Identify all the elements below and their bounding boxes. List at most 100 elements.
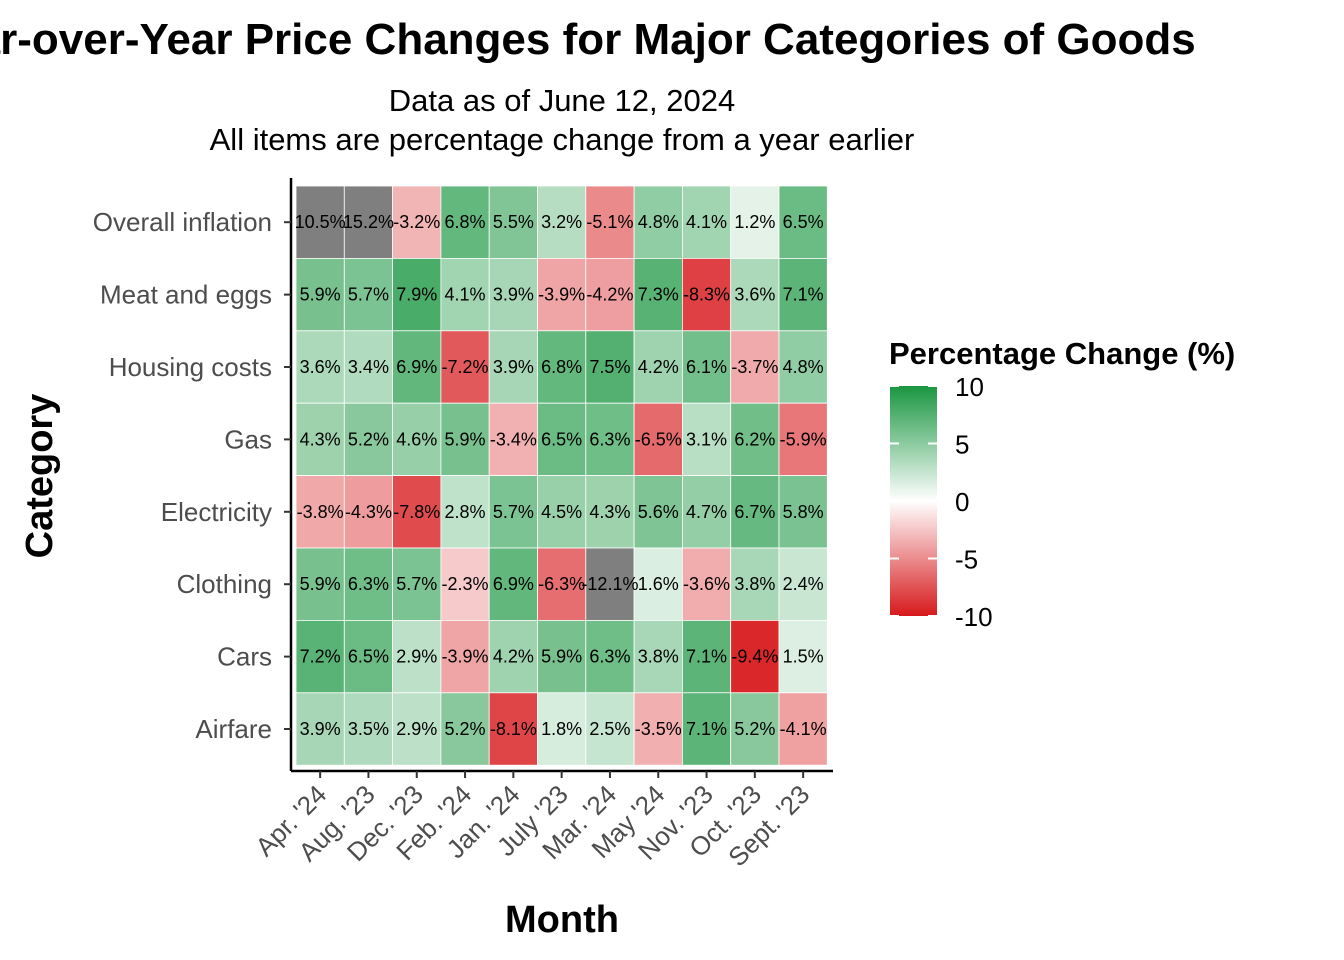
heatmap-cell (488, 475, 538, 549)
cell-value-label: 4.5% (541, 502, 582, 522)
heatmap-cell (488, 185, 538, 259)
cell-value-label: -5.9% (780, 429, 827, 449)
cell-value-label: 5.7% (493, 502, 534, 522)
cell-value-label: 3.8% (734, 574, 775, 594)
cell-value-label: 6.8% (445, 212, 486, 232)
cell-value-label: -3.5% (635, 719, 682, 739)
heatmap-cell (392, 185, 442, 259)
heatmap-cell (778, 402, 828, 477)
cell-value-label: -5.1% (586, 212, 633, 232)
cell-value-label: 5.7% (348, 285, 389, 305)
y-tick-labels: Overall inflation Meat and eggs Housing co… (93, 207, 291, 744)
heatmap-cell (295, 547, 345, 621)
heatmap-cell (537, 475, 587, 549)
heatmap-cell (778, 185, 828, 259)
heatmap-cell (488, 402, 538, 477)
cell-value-label: 7.1% (686, 647, 727, 667)
cell-value-label: 6.5% (541, 429, 582, 449)
cell-value-label: 6.7% (734, 502, 775, 522)
cell-value-label: -8.1% (490, 719, 537, 739)
heatmap-cell (488, 330, 538, 404)
cell-value-label: -6.5% (635, 429, 682, 449)
cell-value-label: 6.9% (493, 574, 534, 594)
heatmap-cell (537, 402, 587, 477)
cell-value-label: -3.9% (442, 647, 489, 667)
y-tick-label: Electricity (161, 497, 272, 527)
cell-value-label: 7.9% (396, 285, 437, 305)
cell-value-label: 3.4% (348, 357, 389, 377)
cell-value-label: 5.2% (445, 719, 486, 739)
chart-subtitle-line-1: Data as of June 12, 2024 (389, 83, 735, 118)
heatmap-cell (295, 257, 345, 332)
chart-subtitle-line-2: All items are percentage change from a y… (210, 122, 915, 157)
cell-value-label: 7.1% (783, 285, 824, 305)
heatmap-cell (537, 185, 587, 259)
cell-value-label: 6.3% (589, 429, 630, 449)
cell-value-label: 2.9% (396, 719, 437, 739)
legend-ticks: 10 5 0 -5 -10 (890, 372, 993, 632)
heatmap-cell (488, 257, 538, 332)
y-tick-label: Cars (217, 642, 272, 672)
cell-value-label: 2.5% (589, 719, 630, 739)
heatmap-cell (730, 185, 780, 259)
heatmap-cell (343, 185, 393, 259)
heatmap-cell (682, 330, 732, 404)
cell-value-label: 7.1% (686, 719, 727, 739)
y-tick-label: Meat and eggs (100, 280, 272, 310)
cell-value-label: 4.8% (783, 357, 824, 377)
cell-value-label: -12.1% (581, 574, 638, 594)
cell-value-label: -4.1% (780, 719, 827, 739)
cell-value-label: 4.1% (445, 285, 486, 305)
cell-value-label: 5.7% (396, 574, 437, 594)
cell-value-label: 3.9% (300, 719, 341, 739)
heatmap-cell (778, 692, 828, 766)
legend-tick-label: 5 (955, 430, 969, 460)
cell-value-label: 4.3% (589, 502, 630, 522)
heatmap-cell (295, 620, 345, 694)
heatmap-cell (633, 620, 683, 694)
cell-value-label: 5.9% (300, 574, 341, 594)
cell-value-label: 4.1% (686, 212, 727, 232)
cell-value-label: 4.6% (396, 429, 437, 449)
cell-value-label: 1.5% (783, 647, 824, 667)
heatmap-cell (440, 620, 490, 694)
legend-tick-label: -5 (955, 545, 978, 575)
y-tick-label: Overall inflation (93, 207, 272, 237)
heatmap-cell (440, 402, 490, 477)
cell-value-label: -3.6% (683, 574, 730, 594)
heatmap-cell (730, 475, 780, 549)
heatmap-cell (392, 475, 442, 549)
legend-tick-label: 0 (955, 487, 969, 517)
heatmap-cell (537, 547, 587, 621)
heatmap-cell (392, 330, 442, 404)
cell-value-label: 5.2% (734, 719, 775, 739)
cell-value-label: 4.8% (638, 212, 679, 232)
cell-value-label: 5.6% (638, 502, 679, 522)
cell-value-label: -9.4% (731, 647, 778, 667)
y-tick-label: Housing costs (109, 352, 272, 382)
cell-value-label: 10.5% (295, 212, 346, 232)
heatmap-cell (343, 620, 393, 694)
cell-value-label: 6.8% (541, 357, 582, 377)
cell-value-label: -3.8% (297, 502, 344, 522)
heatmap-cell (440, 475, 490, 549)
heatmap-cell (730, 620, 780, 694)
cell-value-label: -8.3% (683, 285, 730, 305)
cell-value-label: 7.5% (589, 357, 630, 377)
heatmap-cell (778, 547, 828, 621)
heatmap-cell (778, 330, 828, 404)
chart-title: Year-over-Year Price Changes for Major C… (0, 15, 1196, 64)
cell-value-label: 3.8% (638, 647, 679, 667)
heatmap-cell (392, 620, 442, 694)
cell-value-label: 3.5% (348, 719, 389, 739)
cell-value-label: 4.7% (686, 502, 727, 522)
heatmap-cell (633, 692, 683, 766)
heatmap-cell (585, 402, 635, 477)
heatmap-cell (778, 475, 828, 549)
cell-value-label: 7.2% (300, 647, 341, 667)
cell-value-label: -3.2% (393, 212, 440, 232)
cell-value-label: 3.1% (686, 429, 727, 449)
heatmap-cell (682, 547, 732, 621)
legend-tick-label: 10 (955, 372, 984, 402)
heatmap-cell (585, 475, 635, 549)
